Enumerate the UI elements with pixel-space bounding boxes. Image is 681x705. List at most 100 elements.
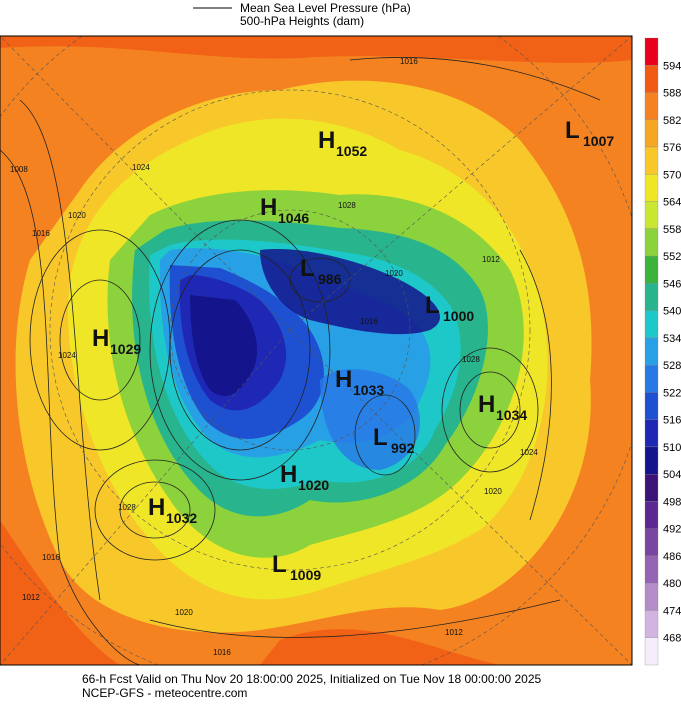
colorbar-swatch [644, 583, 659, 611]
center-letter: H [335, 366, 352, 393]
colorbar-label: 534 [663, 333, 681, 345]
colorbar-swatch [644, 174, 659, 202]
colorbar: 594 588 582 576 570 564 558 552 546 540 534 528 522 5… [644, 37, 681, 666]
colorbar-label: 480 [663, 578, 681, 590]
center-letter: L [300, 255, 315, 282]
center-value: 1000 [443, 308, 474, 324]
height-zone [190, 295, 258, 396]
warm-zone [260, 629, 500, 665]
center-letter: L [373, 424, 388, 451]
colorbar-swatch [644, 419, 659, 448]
colorbar-label: 552 [663, 251, 681, 263]
isobar-label: 1020 [484, 487, 502, 496]
colorbar-swatch [644, 528, 659, 557]
colorbar-swatch [644, 255, 659, 284]
legend-text: 500-hPa Heights (dam) [240, 14, 364, 28]
colorbar-label: 498 [663, 496, 681, 508]
isobar-label: 1024 [58, 351, 76, 360]
colorbar-swatch [644, 610, 659, 638]
colorbar-swatch [644, 37, 659, 66]
colorbar-label: 540 [663, 306, 681, 318]
isobar-label: 1012 [22, 593, 40, 602]
colorbar-label: 528 [663, 360, 681, 372]
center-value: 1020 [298, 477, 329, 493]
center-value: 1046 [278, 210, 309, 226]
center-letter: L [272, 551, 287, 578]
colorbar-label: 504 [663, 469, 681, 481]
colorbar-swatch [644, 364, 659, 393]
colorbar-label: 558 [663, 224, 681, 236]
isobar-label: 1024 [520, 448, 538, 457]
map-frame [0, 35, 633, 666]
center-letter: H [318, 127, 335, 154]
colorbar-label: 588 [663, 88, 681, 100]
colorbar-label: 516 [663, 415, 681, 427]
colorbar-swatch [644, 65, 659, 93]
colorbar-swatch [644, 201, 659, 229]
isobar-label: 1020 [175, 608, 193, 617]
center-letter: H [280, 461, 297, 488]
center-value: 1009 [290, 567, 321, 583]
legend-text: Mean Sea Level Pressure (hPa) [240, 1, 411, 15]
colorbar-swatch [644, 446, 659, 475]
isobar-label: 1028 [118, 503, 136, 512]
center-letter: H [260, 194, 277, 221]
center-letter: L [565, 117, 580, 144]
center-letter: H [92, 325, 109, 352]
colorbar-swatch [644, 146, 659, 175]
isobar-label: 1020 [68, 211, 86, 220]
center-value: 1029 [110, 341, 141, 357]
colorbar-swatch [644, 637, 659, 666]
center-value: 1033 [353, 382, 384, 398]
colorbar-label: 570 [663, 169, 681, 181]
colorbar-swatch [644, 92, 659, 120]
graticule [0, 36, 632, 665]
warm-zone [0, 520, 120, 665]
center-value: 992 [391, 440, 415, 456]
colorbar-label: 576 [663, 142, 681, 154]
colorbar-label: 582 [663, 115, 681, 127]
center-letter: L [425, 292, 440, 319]
center-value: 986 [318, 271, 342, 287]
colorbar-swatch [644, 392, 659, 420]
isobar-label: 1016 [42, 553, 60, 562]
colorbar-swatch [644, 474, 659, 502]
colorbar-label: 486 [663, 551, 681, 563]
isobar-label: 1012 [445, 628, 463, 637]
center-value: 1032 [166, 510, 197, 526]
center-value: 1052 [336, 143, 367, 159]
colorbar-label: 594 [663, 60, 681, 72]
colorbar-swatch [644, 228, 659, 257]
colorbar-label: 546 [663, 278, 681, 290]
isobar-label: 1016 [213, 648, 231, 657]
isobar-label: 1008 [10, 165, 28, 174]
footer-text: NCEP-GFS - meteocentre.com [82, 686, 247, 700]
isobar-label: 1016 [400, 57, 418, 66]
center-value: 1034 [496, 407, 527, 423]
colorbar-label: 522 [663, 387, 681, 399]
colorbar-swatch [644, 119, 659, 148]
isobar-label: 1028 [338, 201, 356, 210]
isobar-label: 1028 [462, 355, 480, 364]
colorbar-swatch [644, 283, 659, 311]
isobar-label: 1016 [360, 317, 378, 326]
footer-text: 66-h Fcst Valid on Thu Nov 20 18:00:00 2… [82, 672, 542, 686]
colorbar-label: 474 [663, 605, 681, 617]
isobar-label: 1016 [32, 229, 50, 238]
isobar-label: 1020 [385, 269, 403, 278]
colorbar-swatch [644, 555, 659, 584]
colorbar-label: 564 [663, 197, 681, 209]
isobar-label: 1012 [482, 255, 500, 264]
isobar-label: 1024 [132, 163, 150, 172]
center-value: 1007 [583, 133, 614, 149]
colorbar-label: 492 [663, 524, 681, 536]
colorbar-swatch [644, 501, 659, 529]
warm-zone [0, 36, 632, 63]
colorbar-swatch [644, 310, 659, 339]
colorbar-label: 468 [663, 633, 681, 645]
center-letter: H [478, 391, 495, 418]
center-letter: H [148, 494, 165, 521]
colorbar-swatch [644, 337, 659, 366]
